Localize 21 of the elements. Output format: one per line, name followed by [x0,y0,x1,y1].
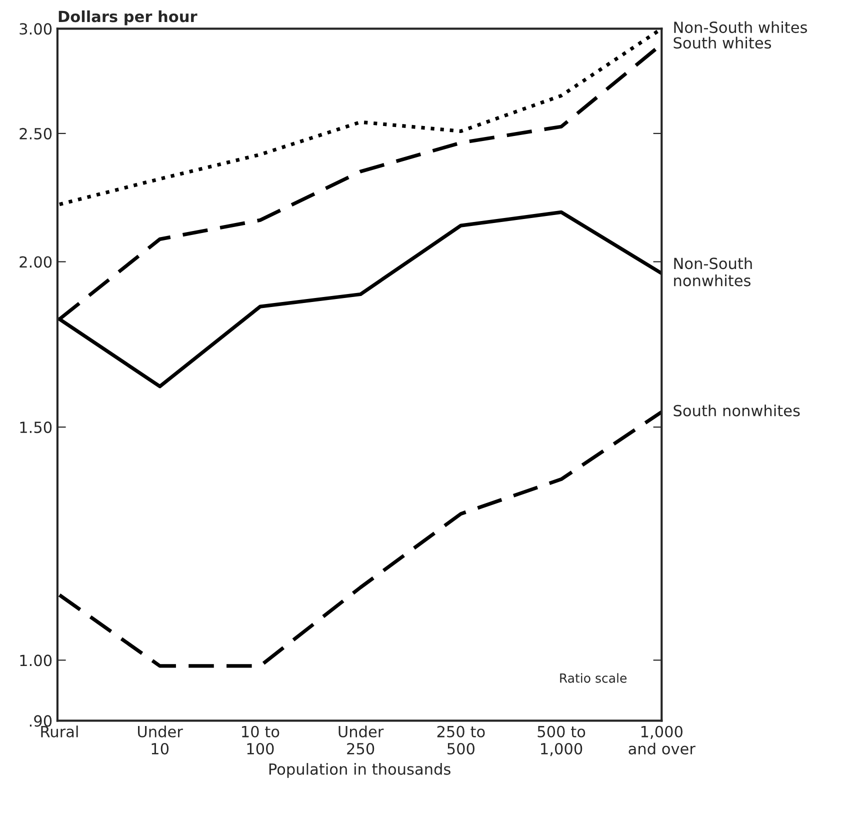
x-tick-label: 10 to 100 [242,726,280,755]
x-tick-label: Rural [41,726,78,738]
x-tick-label: Under 250 [338,726,384,755]
series-label: Non-South whites [674,21,807,34]
annotation: Ratio scale [560,673,627,683]
y-tick-label: 2.00 [20,256,52,268]
y-axis-title: Dollars per hour [58,10,198,26]
x-tick-label: 500 to 1,000 [538,726,586,756]
y-tick-label: 1.50 [20,422,52,434]
y-tick-label: .90 [30,715,52,727]
x-tick-label: 1,000 and over [628,726,696,755]
series-label: South nonwhites [674,404,800,416]
series-label: Non-South nonwhites [674,257,752,286]
x-tick-label: Under 10 [138,726,183,755]
y-tick-label: 2.50 [20,128,52,140]
x-tick-label: 250 to 500 [437,726,485,755]
y-tick-label: 1.00 [20,654,52,666]
line-series [58,410,662,668]
x-axis-title: Population in thousands [269,763,450,778]
y-tick-label: 3.00 [20,23,52,35]
series-label: South whites [674,36,772,49]
